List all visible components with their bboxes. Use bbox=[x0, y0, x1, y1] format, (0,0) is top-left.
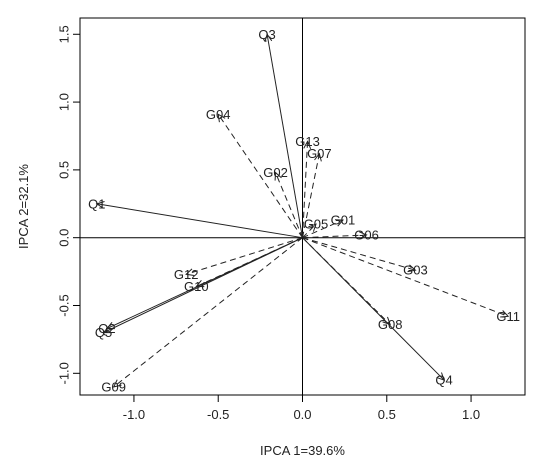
vector-g11-arrowhead bbox=[500, 310, 510, 318]
y-tick-label: 0.0 bbox=[57, 229, 72, 247]
vector-g06-arrowhead bbox=[359, 231, 368, 240]
point-label-q3: Q3 bbox=[258, 27, 275, 42]
vector-q3-arrowhead bbox=[264, 33, 273, 43]
point-label-g13: G13 bbox=[295, 134, 320, 149]
vector-g06 bbox=[302, 234, 367, 239]
x-tick-label: -0.5 bbox=[207, 407, 229, 422]
x-tick-label: 1.0 bbox=[462, 407, 480, 422]
x-axis-title: IPCA 1=39.6% bbox=[260, 443, 345, 458]
vectors bbox=[95, 33, 510, 388]
point-label-g12: G12 bbox=[174, 267, 199, 282]
vector-g05-arrowhead bbox=[308, 223, 317, 232]
axis-ticks: -1.0 -0.5 0.0 0.5 1.0 -1.0 -0.5 0.0 0.5 1.0 1.5 bbox=[57, 25, 481, 422]
vector-g07 bbox=[302, 153, 320, 238]
vector-g03-arrowhead bbox=[407, 264, 417, 273]
y-axis-title: IPCA 2=32.1% bbox=[16, 164, 31, 249]
vector-q4-arrowhead bbox=[436, 372, 445, 381]
y-tick-label: 1.0 bbox=[57, 93, 72, 111]
point-label-g08: G08 bbox=[378, 317, 403, 332]
y-tick-label: 0.5 bbox=[57, 161, 72, 179]
point-label-g11: G11 bbox=[496, 309, 520, 324]
vector-q3 bbox=[266, 34, 303, 238]
vector-q1-arrowhead bbox=[95, 201, 105, 209]
point-label-g04: G04 bbox=[206, 107, 231, 122]
vector-g04-arrowhead bbox=[217, 113, 226, 123]
vector-g08-arrowhead bbox=[382, 316, 391, 326]
vector-g07-arrowhead bbox=[314, 152, 322, 162]
point-label-g05: G05 bbox=[304, 217, 329, 232]
vector-g13-arrowhead bbox=[303, 140, 312, 149]
point-label-g07: G07 bbox=[307, 146, 332, 161]
vector-g02-arrowhead bbox=[274, 171, 282, 181]
vector-g02 bbox=[275, 172, 303, 238]
vector-g01 bbox=[302, 219, 344, 239]
point-labels: Q1 Q2 Q3 Q4 Q5 G01 G02 G03 G04 G05 G06 G07 G08 G09 G10… bbox=[88, 27, 520, 395]
vector-g09-arrowhead bbox=[112, 379, 122, 388]
x-tick-label: 0.0 bbox=[293, 407, 311, 422]
vector-g10-arrowhead bbox=[195, 280, 205, 288]
y-tick-label: -1.0 bbox=[57, 362, 72, 384]
point-label-q1: Q1 bbox=[88, 196, 105, 211]
y-tick-label: 1.5 bbox=[57, 25, 72, 43]
vector-g12-arrowhead bbox=[185, 268, 195, 276]
point-label-g02: G02 bbox=[263, 165, 288, 180]
vector-g09 bbox=[113, 237, 303, 388]
vector-q5 bbox=[103, 237, 303, 334]
vector-g05 bbox=[302, 223, 317, 239]
point-label-q5: Q5 bbox=[95, 325, 112, 340]
vector-g12 bbox=[186, 237, 303, 275]
point-label-g09: G09 bbox=[101, 379, 126, 394]
x-tick-label: 0.5 bbox=[378, 407, 396, 422]
point-label-g10: G10 bbox=[184, 279, 209, 294]
vector-g11 bbox=[302, 237, 509, 317]
vector-q1 bbox=[96, 203, 303, 239]
point-label-q4: Q4 bbox=[435, 373, 452, 388]
x-tick-label: -1.0 bbox=[123, 407, 145, 422]
plot-frame bbox=[79, 17, 526, 396]
vector-g01-arrowhead bbox=[334, 219, 345, 227]
y-tick-label: -0.5 bbox=[57, 294, 72, 316]
vector-q5-arrowhead bbox=[102, 326, 112, 334]
vector-g04 bbox=[217, 114, 303, 238]
vector-g13 bbox=[302, 141, 309, 238]
point-label-g03: G03 bbox=[403, 263, 428, 278]
point-label-g01: G01 bbox=[331, 213, 356, 228]
vector-g08 bbox=[302, 237, 391, 325]
point-label-g06: G06 bbox=[354, 227, 379, 242]
point-label-q2: Q2 bbox=[98, 321, 115, 336]
